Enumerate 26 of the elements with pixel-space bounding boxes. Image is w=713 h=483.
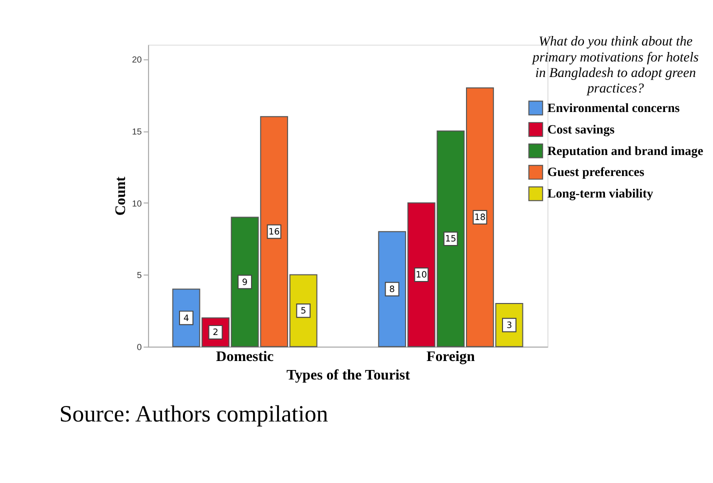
- legend-label: Long-term viability: [547, 186, 654, 201]
- data-label: 9: [242, 278, 248, 288]
- y-tick-label: 5: [136, 270, 142, 280]
- legend-label: Guest preferences: [547, 165, 644, 180]
- y-tick-label: 20: [132, 54, 142, 64]
- legend-label: Environmental concerns: [547, 100, 680, 115]
- data-label: 2: [212, 328, 218, 338]
- data-label: 15: [445, 234, 456, 245]
- y-axis-title: Count: [113, 176, 130, 216]
- legend-title: What do you think about the primary motivations for hotels in Bangladesh to adopt green practices?: [532, 34, 699, 96]
- data-label: 18: [474, 213, 486, 224]
- data-label: 5: [300, 306, 306, 317]
- data-label: 3: [506, 321, 512, 332]
- data-label: 10: [416, 270, 427, 281]
- y-tick-label: 0: [136, 342, 142, 352]
- y-tick-label: 10: [132, 198, 142, 208]
- y-tick-label: 15: [132, 126, 142, 136]
- legend-label: Reputation and brand image: [547, 144, 704, 158]
- data-label: 8: [389, 285, 395, 296]
- source-note: Source: Authors compilation: [59, 402, 328, 428]
- legend-label: Cost savings: [547, 122, 615, 136]
- x-axis-title: Types of the Tourist: [286, 367, 410, 384]
- data-label: 4: [183, 314, 190, 324]
- x-tick-label: Domestic: [216, 348, 274, 365]
- x-tick-label: Foreign: [426, 348, 475, 365]
- data-label: 16: [268, 228, 280, 238]
